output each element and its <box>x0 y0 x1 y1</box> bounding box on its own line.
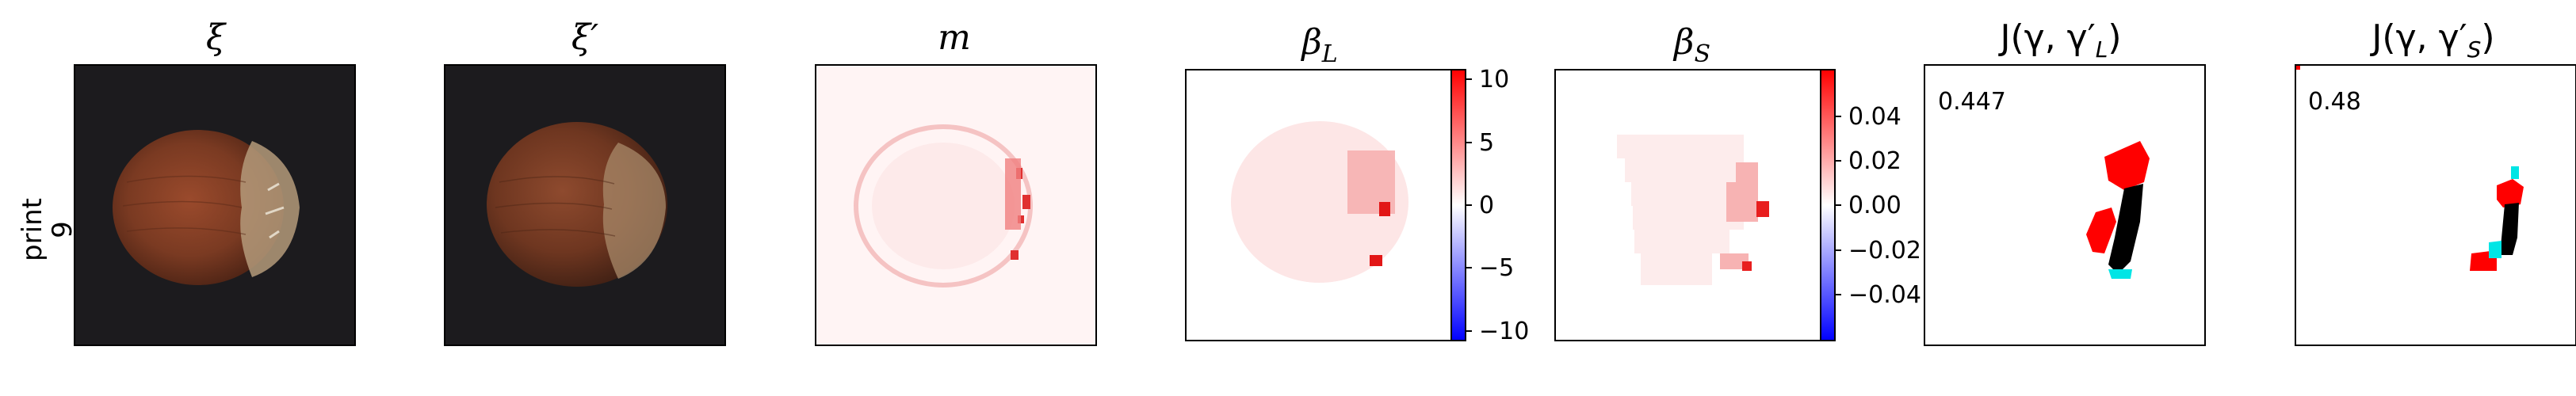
panel-beta-s-image <box>1554 69 1827 341</box>
panel-beta-l-image <box>1185 69 1458 341</box>
panel-j-s-score: 0.48 <box>2308 88 2361 116</box>
beta-s-tick-1: 0.02 <box>1848 147 1901 175</box>
beta-l-tick-2: 0 <box>1479 192 1494 219</box>
row-label: print 9 <box>17 198 78 261</box>
beta-s-tick-4: −0.04 <box>1848 281 1921 309</box>
panel-j-l-title-suffix: ) <box>2108 17 2121 58</box>
panel-j-s-image <box>2295 64 2576 346</box>
beta-l-tick-4: −10 <box>1479 318 1529 345</box>
panel-beta-l-colorbar: 10 5 0 −5 −10 <box>1450 66 1529 345</box>
panel-xi-prime: ξ′ <box>444 17 726 346</box>
panel-beta-s-title-main: β <box>1672 22 1694 63</box>
panel-beta-s: βS <box>1554 22 1921 341</box>
beta-l-tick-0: 10 <box>1479 66 1509 93</box>
panel-j-l-title: J(γ, γ′L) <box>1998 17 2122 63</box>
beta-l-tick-3: −5 <box>1479 254 1514 282</box>
panel-j-l-score: 0.447 <box>1938 88 2006 116</box>
beta-s-tick-0: 0.04 <box>1848 103 1901 131</box>
panel-xi-title: ξ <box>206 17 227 58</box>
panel-beta-l-title-sub: L <box>1321 40 1338 68</box>
beta-l-tick-1: 5 <box>1479 129 1494 157</box>
panel-beta-l: βL 10 5 0 −5 −10 <box>1185 22 1529 345</box>
panel-xi-prime-title: ξ′ <box>571 17 598 58</box>
panel-j-l-title-sub: L <box>2096 36 2108 63</box>
panel-xi-prime-image <box>444 64 726 346</box>
panel-beta-s-colorbar: 0.04 0.02 0.00 −0.02 −0.04 <box>1820 69 1921 341</box>
panel-j-l-title-prefix: J(γ, γ′ <box>1998 17 2096 58</box>
panel-j-s-title-suffix: ) <box>2481 17 2494 58</box>
panel-beta-s-title: βS <box>1672 22 1710 68</box>
panel-j-s: J(γ, γ′S) 0.48 <box>2295 17 2576 346</box>
panel-m-title: m <box>938 17 971 58</box>
beta-s-tick-2: 0.00 <box>1848 192 1901 219</box>
panel-beta-l-title-main: β <box>1300 22 1321 63</box>
panel-xi-image <box>74 64 356 346</box>
panel-j-s-title: J(γ, γ′S) <box>2369 17 2494 63</box>
row-label-line1: print <box>17 198 48 261</box>
panel-beta-l-title: βL <box>1300 22 1337 68</box>
panel-beta-s-title-sub: S <box>1694 40 1710 68</box>
panel-xi: ξ <box>74 17 356 346</box>
panel-j-l-image <box>1924 64 2206 346</box>
panel-m-image <box>815 64 1097 346</box>
panel-j-s-title-sub: S <box>2467 36 2482 63</box>
beta-s-tick-3: −0.02 <box>1848 237 1921 265</box>
panel-j-l: J(γ, γ′L) 0.447 <box>1924 17 2206 346</box>
panel-m: m <box>815 17 1097 346</box>
panel-j-s-title-prefix: J(γ, γ′ <box>2369 17 2467 58</box>
row-label-line2: 9 <box>47 221 78 238</box>
